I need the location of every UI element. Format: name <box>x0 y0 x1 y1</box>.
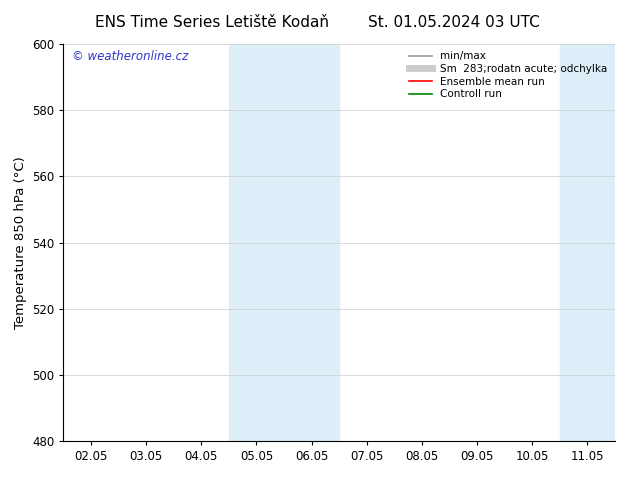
Bar <box>560 44 634 441</box>
Bar <box>229 44 339 441</box>
Text: ENS Time Series Letiště Kodaň        St. 01.05.2024 03 UTC: ENS Time Series Letiště Kodaň St. 01.05.… <box>94 15 540 30</box>
Legend: min/max, Sm  283;rodatn acute; odchylka, Ensemble mean run, Controll run: min/max, Sm 283;rodatn acute; odchylka, … <box>405 47 612 103</box>
Y-axis label: Temperature 850 hPa (°C): Temperature 850 hPa (°C) <box>13 156 27 329</box>
Text: © weatheronline.cz: © weatheronline.cz <box>72 50 188 63</box>
